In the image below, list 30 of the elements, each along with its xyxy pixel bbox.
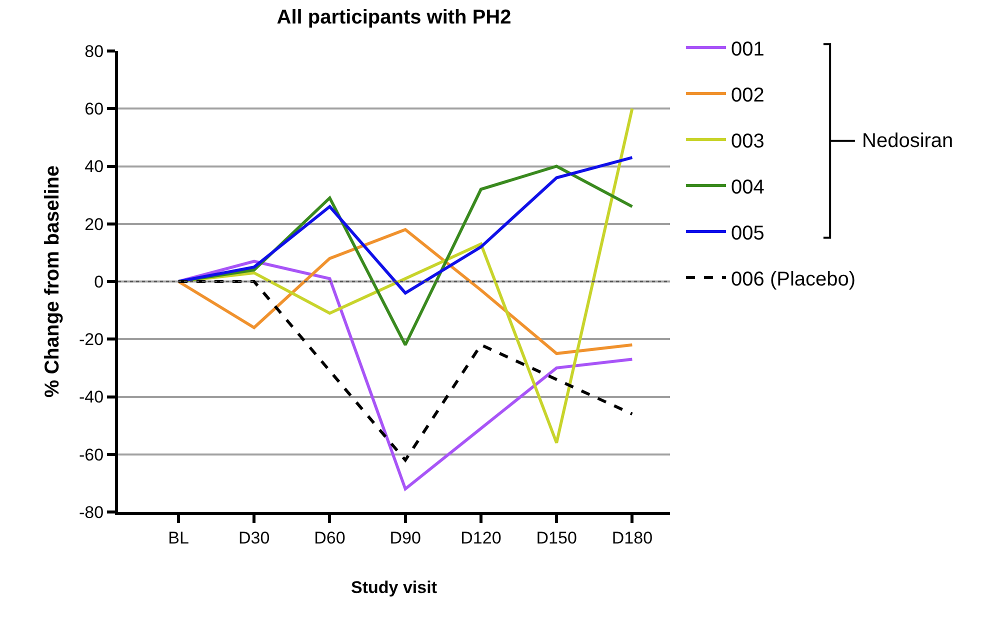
x-tick-label: D180 (612, 528, 653, 548)
x-axis-title: Study visit (351, 578, 438, 597)
line-series (176, 260, 634, 490)
chart-title: All participants with PH2 (276, 6, 512, 28)
y-axis-title: % Change from baseline (42, 165, 64, 398)
x-tick-label: D120 (460, 528, 502, 548)
legend-label: 003 (731, 130, 764, 152)
legend-label: 001 (731, 38, 764, 60)
y-tick-label: -20 (79, 330, 104, 350)
legend-label: 004 (731, 176, 764, 198)
y-tick-label: 80 (84, 42, 104, 61)
y-tick-label: -40 (79, 388, 104, 407)
y-tick-label: 20 (84, 214, 104, 234)
y-tick-label: 0 (94, 272, 104, 292)
y-tick-label: -60 (79, 445, 104, 464)
line-series (176, 280, 634, 462)
legend-label: 002 (731, 84, 764, 106)
x-tick-label: BL (168, 528, 189, 548)
text: Nedosiran (862, 130, 954, 152)
x-tick-label: D30 (238, 528, 270, 548)
y-tick-label: 40 (84, 157, 104, 176)
x-tick-label: D90 (390, 528, 421, 548)
legend-label: 005 (731, 222, 764, 244)
x-tick-label: D150 (536, 528, 577, 548)
y-tick-label: -80 (79, 502, 104, 522)
legend-label: 006 (Placebo) (731, 268, 856, 290)
y-tick-label: 60 (84, 100, 104, 119)
x-tick-label: D60 (314, 528, 346, 548)
line-series (176, 228, 634, 356)
line-series (176, 156, 634, 295)
